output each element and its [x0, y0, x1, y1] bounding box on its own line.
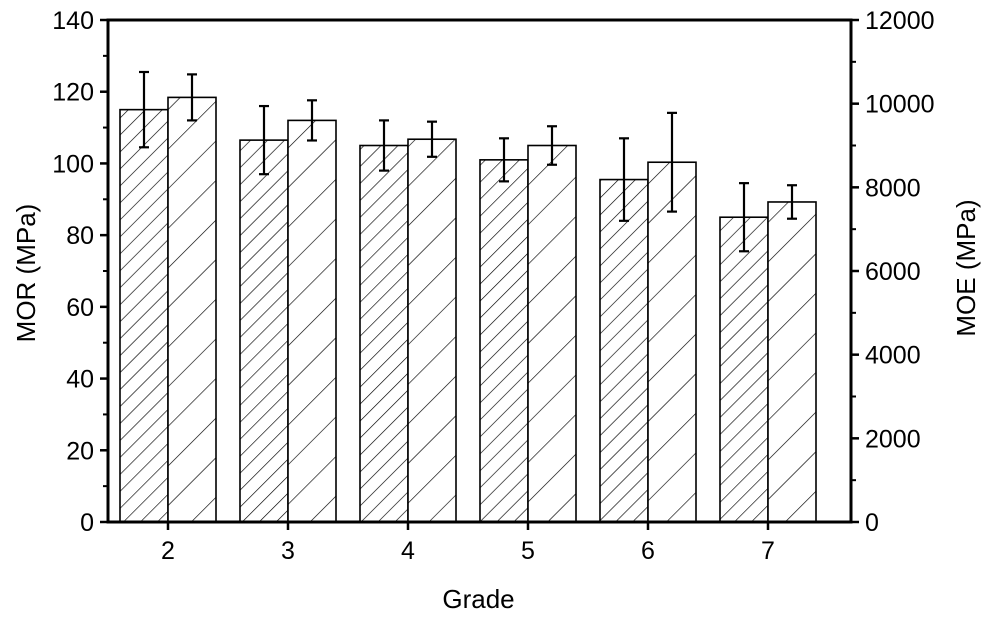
bar-moe-grade-6 [647, 161, 697, 523]
bar-mor-grade-6 [599, 178, 649, 523]
error-bar-mor-grade-3 [259, 104, 269, 176]
left-tick-label: 120 [52, 79, 94, 107]
bars-layer [119, 96, 817, 523]
left-y-axis-title: MOR (MPa) [11, 204, 41, 343]
left-tick-label: 80 [66, 222, 94, 250]
x-axis: 2 3 4 5 6 7 [161, 522, 775, 565]
x-tick-label: 2 [161, 537, 175, 565]
error-bar-mor-grade-5 [499, 137, 509, 183]
left-tick-label: 60 [66, 294, 94, 322]
bar-mor-grade-4 [359, 144, 409, 523]
error-bar-mor-grade-4 [379, 119, 389, 172]
bar-mor-grade-3 [239, 139, 289, 523]
left-y-axis: 0 20 40 60 80 100 120 140 [52, 7, 108, 537]
error-bar-moe-grade-4 [427, 120, 437, 158]
right-tick-label: 0 [865, 509, 879, 537]
error-bar-moe-grade-6 [667, 111, 677, 213]
right-tick-label: 2000 [865, 425, 921, 453]
right-tick-label: 4000 [865, 342, 921, 370]
bar-moe-grade-5 [527, 144, 577, 523]
x-tick-label: 3 [281, 537, 295, 565]
error-bar-moe-grade-5 [547, 125, 557, 166]
left-tick-label: 140 [52, 7, 94, 35]
left-tick-label: 0 [80, 509, 94, 537]
right-y-axis-title: MOE (MPa) [951, 199, 981, 336]
error-bar-moe-grade-2 [187, 73, 197, 122]
bar-mor-grade-5 [479, 159, 529, 523]
bar-mor-grade-2 [119, 108, 169, 523]
left-tick-label: 40 [66, 366, 94, 394]
x-axis-title: Grade [442, 584, 514, 614]
error-bar-mor-grade-2 [139, 70, 149, 149]
error-bar-moe-grade-7 [787, 184, 797, 220]
x-tick-label: 7 [761, 537, 775, 565]
right-tick-label: 10000 [865, 91, 935, 119]
error-bar-mor-grade-7 [739, 182, 749, 253]
left-tick-label: 20 [66, 437, 94, 465]
x-tick-label: 4 [401, 537, 415, 565]
bar-mor-grade-7 [719, 216, 769, 523]
right-tick-label: 12000 [865, 7, 935, 35]
right-tick-label: 8000 [865, 174, 921, 202]
bar-moe-grade-4 [407, 138, 457, 523]
x-tick-label: 5 [521, 537, 535, 565]
x-tick-label: 6 [641, 537, 655, 565]
error-bar-moe-grade-3 [307, 99, 317, 142]
bar-moe-grade-2 [167, 96, 217, 523]
right-tick-label: 6000 [865, 258, 921, 286]
bar-moe-grade-3 [287, 119, 337, 523]
right-y-axis: 0 2000 4000 6000 8000 10000 12000 [851, 7, 935, 537]
bar-moe-grade-7 [767, 201, 817, 523]
error-bar-mor-grade-6 [619, 137, 629, 222]
errorbar-layer [139, 70, 797, 253]
left-tick-label: 100 [52, 150, 94, 178]
